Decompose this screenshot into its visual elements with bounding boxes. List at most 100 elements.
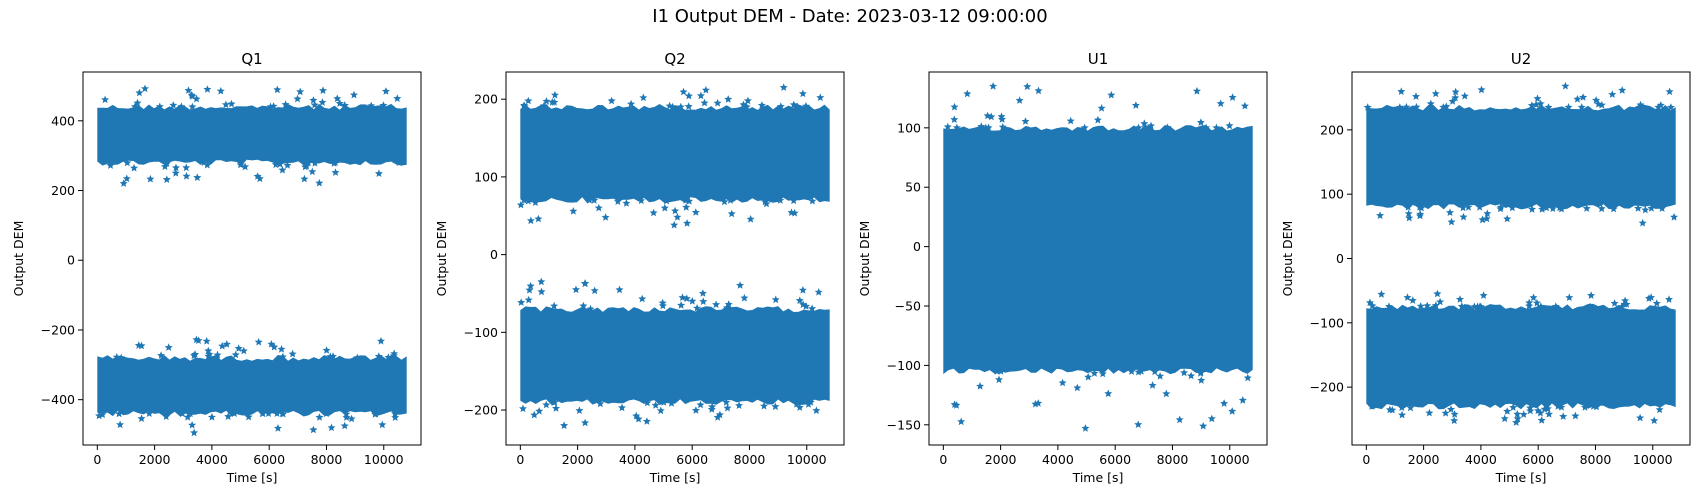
data-point (1180, 368, 1189, 377)
data-point (1665, 295, 1673, 303)
data-point (520, 102, 529, 111)
data-point (1216, 99, 1225, 107)
data-point (1212, 123, 1221, 132)
data-point (742, 102, 751, 111)
data-point (651, 401, 660, 409)
data-point (157, 351, 166, 359)
data-point (726, 196, 735, 204)
data-point (1066, 116, 1075, 125)
data-point (684, 91, 693, 100)
y-tick-label: −200 (41, 322, 75, 337)
data-point (1597, 100, 1606, 109)
data-point (1617, 302, 1626, 311)
x-tick-label: 10000 (1210, 452, 1250, 467)
data-point (1199, 421, 1208, 430)
data-point (1477, 85, 1486, 94)
data-point (162, 412, 171, 420)
data-point (1548, 204, 1557, 213)
data-point (1592, 402, 1601, 411)
data-point (1450, 410, 1459, 418)
data-point (1577, 103, 1586, 111)
data-point (1023, 82, 1032, 91)
data-point (296, 87, 305, 96)
data-point (1639, 103, 1647, 111)
data-point (998, 122, 1007, 131)
data-point (1395, 103, 1404, 111)
data-point (639, 93, 648, 102)
data-point (1397, 87, 1406, 95)
data-point (1416, 210, 1425, 218)
data-point (1509, 403, 1518, 411)
data-point (548, 98, 557, 106)
data-point (1579, 93, 1588, 101)
data-point (137, 414, 146, 422)
data-point (531, 198, 540, 206)
data-point (1098, 369, 1107, 378)
data-point (519, 404, 527, 413)
data-point (171, 169, 180, 177)
data-point (182, 172, 191, 180)
data-point (638, 294, 647, 303)
data-point (736, 281, 745, 289)
data-point (1540, 405, 1549, 413)
data-point (342, 409, 351, 418)
data-point (1084, 373, 1093, 381)
data-point (1525, 301, 1534, 310)
axes-frame (505, 71, 845, 446)
data-point (1478, 215, 1487, 224)
plot-area (943, 82, 1253, 432)
data-point (676, 102, 685, 111)
data-point (1162, 389, 1171, 398)
data-point (601, 213, 610, 221)
data-point (188, 92, 197, 100)
data-point (998, 115, 1007, 123)
data-point (1367, 402, 1376, 410)
data-point (1425, 408, 1434, 417)
data-point (798, 89, 807, 98)
data-point (122, 174, 131, 183)
data-point (322, 346, 331, 354)
data-point (950, 102, 959, 111)
data-point (771, 402, 780, 411)
data-point (101, 95, 110, 104)
data-point (757, 101, 766, 109)
figure-title: I1 Output DEM - Date: 2023-03-12 09:00:0… (652, 6, 1048, 27)
data-point (1457, 302, 1466, 310)
data-point (802, 302, 811, 310)
data-point (1175, 415, 1184, 424)
data-point (1034, 86, 1043, 95)
x-axis-label: Time [s] (649, 470, 701, 485)
data-point (329, 352, 337, 360)
x-tick-label: 0 (1362, 452, 1370, 467)
data-band-1 (97, 103, 407, 166)
data-point (995, 375, 1003, 384)
data-point (1404, 203, 1413, 211)
data-point (374, 169, 383, 177)
data-point (524, 196, 533, 205)
data-point (613, 197, 622, 205)
data-point (184, 86, 193, 94)
data-point (1536, 408, 1545, 417)
data-point (255, 174, 264, 183)
data-point (534, 214, 543, 223)
y-axis-label: Output DEM (1280, 221, 1295, 297)
data-point (662, 196, 671, 205)
data-point (685, 197, 694, 205)
data-point (281, 100, 290, 108)
data-point (182, 163, 191, 172)
data-point (308, 167, 317, 176)
data-point (1385, 302, 1393, 310)
data-point (1655, 405, 1664, 414)
data-point (1665, 87, 1674, 96)
data-point (1197, 376, 1206, 384)
data-point (792, 400, 801, 408)
data-point (787, 208, 796, 216)
axes-frame (82, 71, 422, 446)
data-point (656, 406, 665, 415)
data-point (1545, 410, 1553, 418)
data-point (278, 165, 287, 174)
data-point (1475, 203, 1484, 211)
data-point (1666, 103, 1675, 111)
data-point (1097, 104, 1106, 112)
data-point (699, 297, 708, 305)
